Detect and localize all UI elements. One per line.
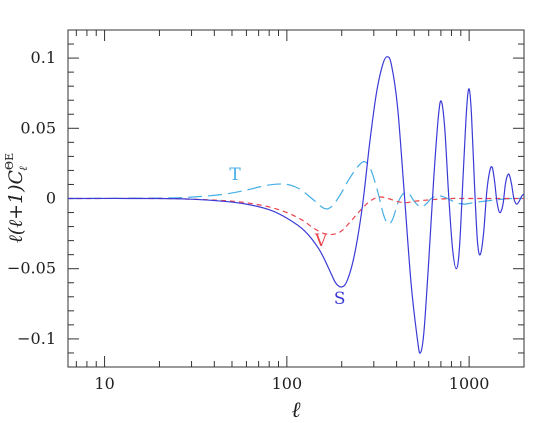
series-line-t xyxy=(67,161,525,225)
series-label-s: S xyxy=(334,289,346,309)
x-tick-label: 10 xyxy=(94,374,114,393)
series-line-v xyxy=(67,196,524,236)
y-tick-label: 0.1 xyxy=(31,48,56,67)
series-label-v: V xyxy=(314,231,328,251)
y-tick-label: 0 xyxy=(46,189,56,208)
x-tick-label: 1000 xyxy=(449,374,490,393)
series-labels: S T V xyxy=(229,165,345,309)
y-tick-label: −0.05 xyxy=(7,259,56,278)
x-axis-label: ℓ xyxy=(291,398,301,423)
y-axis-label-main: ℓ(ℓ+1)C xyxy=(5,169,27,243)
series-label-t: T xyxy=(229,165,241,185)
axis-tick-labels: 10 100 1000 0.1 0.05 0 −0.05 −0.1 xyxy=(7,48,490,393)
y-tick-label: −0.1 xyxy=(17,329,56,348)
y-tick-label: 0.05 xyxy=(20,118,56,137)
y-axis-label-sub: ℓ xyxy=(17,166,30,171)
y-axis-label: ℓ(ℓ+1)CΘEℓ xyxy=(3,153,30,243)
axis-ticks xyxy=(68,29,525,368)
svg-text:ℓ(ℓ+1)CΘEℓ: ℓ(ℓ+1)CΘEℓ xyxy=(3,153,30,243)
y-axis-label-super: ΘE xyxy=(3,153,16,170)
series-line-s xyxy=(67,56,525,354)
series-group xyxy=(67,56,525,354)
x-tick-label: 100 xyxy=(272,374,303,393)
